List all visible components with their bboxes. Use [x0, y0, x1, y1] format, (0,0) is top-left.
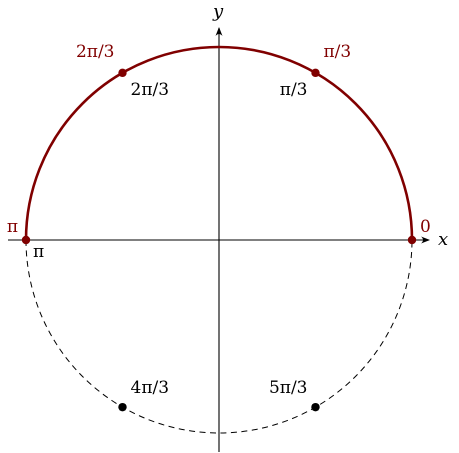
- point-pi-over-3-inner-label: π/3: [280, 80, 308, 100]
- point-2pi-over-3-inner-label: 2π/3: [131, 80, 170, 100]
- point-pi-inner-label: π: [33, 242, 44, 262]
- point-pi-over-3-label: π/3: [324, 42, 352, 62]
- point-0-dot: [408, 236, 416, 244]
- point-0-label: 0: [420, 217, 431, 237]
- x-axis-label: x: [438, 229, 448, 250]
- y-axis-label: y: [212, 1, 224, 22]
- point-5pi-over-3-dot: [311, 403, 319, 411]
- point-5pi-over-3-label: 5π/3: [269, 378, 308, 398]
- point-4pi-over-3-dot: [118, 403, 126, 411]
- point-2pi-over-3-label: 2π/3: [76, 42, 115, 62]
- point-pi-over-3-dot: [311, 69, 319, 77]
- point-2pi-over-3-dot: [118, 69, 126, 77]
- point-pi-label: π: [7, 217, 18, 237]
- point-pi-dot: [22, 236, 30, 244]
- point-4pi-over-3-label: 4π/3: [131, 378, 170, 398]
